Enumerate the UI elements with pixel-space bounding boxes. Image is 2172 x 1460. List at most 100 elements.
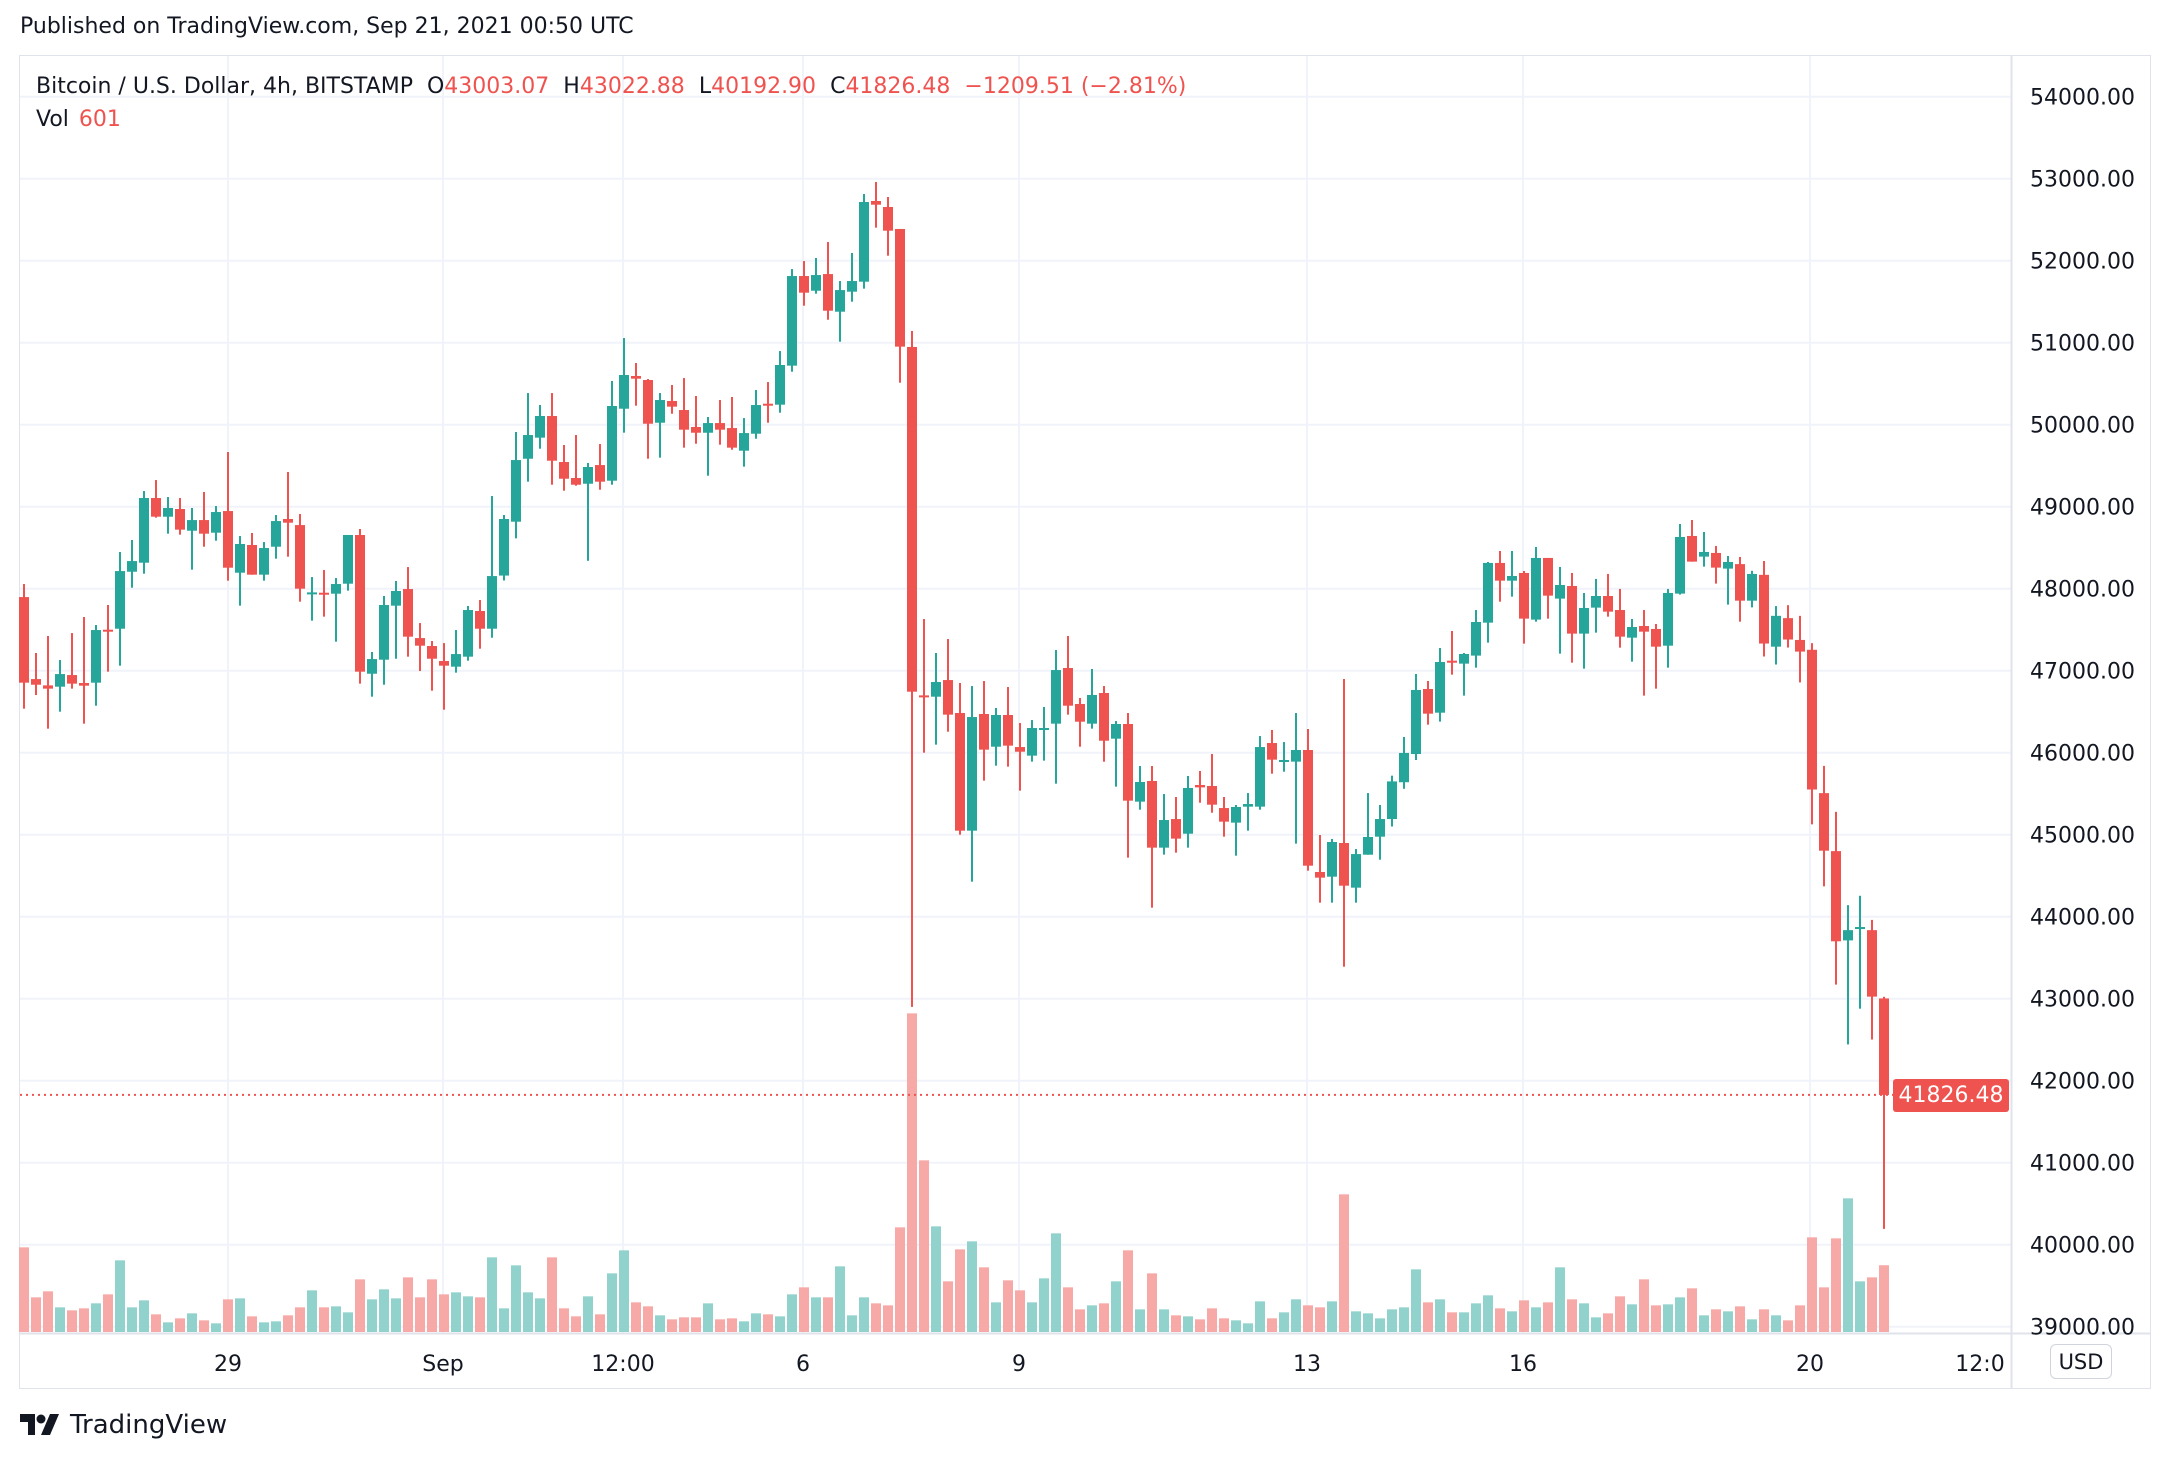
candle[interactable]	[1183, 775, 1193, 848]
candle[interactable]	[1591, 578, 1601, 633]
candle[interactable]	[1375, 805, 1385, 860]
candle[interactable]	[1279, 742, 1289, 772]
candle[interactable]	[1195, 770, 1205, 803]
candle[interactable]	[511, 431, 521, 539]
candle[interactable]	[1099, 686, 1109, 762]
candle[interactable]	[1747, 570, 1757, 608]
candle[interactable]	[475, 600, 485, 649]
candle[interactable]	[1015, 723, 1025, 791]
candle[interactable]	[847, 252, 857, 302]
candle[interactable]	[175, 498, 185, 535]
candle[interactable]	[727, 396, 737, 450]
candle[interactable]	[1219, 796, 1229, 837]
candle[interactable]	[595, 444, 605, 490]
candle[interactable]	[19, 584, 29, 709]
candle[interactable]	[1867, 919, 1877, 1040]
candle[interactable]	[1291, 713, 1301, 844]
candle[interactable]	[1135, 765, 1145, 810]
candle[interactable]	[247, 533, 257, 575]
candle[interactable]	[763, 382, 773, 423]
candle[interactable]	[907, 330, 917, 1007]
candle[interactable]	[139, 491, 149, 574]
candle[interactable]	[811, 257, 821, 294]
candle[interactable]	[1843, 905, 1853, 1045]
candle[interactable]	[739, 418, 749, 467]
candle[interactable]	[1519, 570, 1529, 644]
candle[interactable]	[1351, 849, 1361, 903]
candle[interactable]	[1471, 610, 1481, 668]
candle[interactable]	[1507, 550, 1517, 597]
candle[interactable]	[1675, 524, 1685, 595]
candle[interactable]	[331, 578, 341, 642]
candle[interactable]	[1423, 680, 1433, 725]
candle[interactable]	[607, 380, 617, 485]
candle[interactable]	[679, 378, 689, 448]
time-axis[interactable]: 29 Sep 12:00 6 9 13 16 20 12:0	[214, 1352, 2005, 1377]
candle[interactable]	[1207, 754, 1217, 813]
candle[interactable]	[151, 480, 161, 518]
candle[interactable]	[415, 623, 425, 672]
candle[interactable]	[667, 385, 677, 414]
candle[interactable]	[1855, 895, 1865, 1009]
candle[interactable]	[1075, 698, 1085, 747]
candle[interactable]	[1483, 561, 1493, 643]
candle[interactable]	[943, 639, 953, 732]
candle[interactable]	[691, 396, 701, 444]
candle[interactable]	[451, 630, 461, 673]
candle[interactable]	[1759, 560, 1769, 657]
candle[interactable]	[127, 539, 137, 588]
candle[interactable]	[79, 616, 89, 724]
candle[interactable]	[1315, 835, 1325, 903]
candle[interactable]	[187, 508, 197, 570]
candle[interactable]	[439, 643, 449, 710]
candle[interactable]	[655, 393, 665, 458]
candle[interactable]	[319, 570, 329, 617]
candle[interactable]	[1363, 793, 1373, 855]
candle[interactable]	[1819, 765, 1829, 887]
candle[interactable]	[259, 542, 269, 581]
candle[interactable]	[1171, 796, 1181, 853]
candle[interactable]	[199, 492, 209, 547]
candle[interactable]	[1603, 573, 1613, 617]
candle[interactable]	[1087, 668, 1097, 729]
candle[interactable]	[235, 536, 245, 606]
candle[interactable]	[1807, 643, 1817, 825]
candle[interactable]	[1447, 631, 1457, 675]
candle[interactable]	[55, 660, 65, 712]
candle[interactable]	[979, 681, 989, 781]
candle[interactable]	[1735, 556, 1745, 622]
candle[interactable]	[967, 686, 977, 882]
candle[interactable]	[487, 496, 497, 638]
candle[interactable]	[307, 577, 317, 621]
candle[interactable]	[1051, 650, 1061, 784]
price-axis[interactable]: 54000.00 53000.00 52000.00 51000.00 50000.00…	[2030, 86, 2135, 1341]
candle[interactable]	[559, 445, 569, 491]
candle[interactable]	[715, 400, 725, 445]
candle[interactable]	[1543, 557, 1553, 619]
candle[interactable]	[391, 580, 401, 659]
candle[interactable]	[283, 472, 293, 557]
candle[interactable]	[67, 633, 77, 689]
candle[interactable]	[859, 194, 869, 289]
candle[interactable]	[499, 514, 509, 581]
candle[interactable]	[631, 363, 641, 406]
candle[interactable]	[1159, 794, 1169, 855]
candle[interactable]	[1231, 805, 1241, 856]
candle[interactable]	[1687, 519, 1697, 562]
candle[interactable]	[1639, 610, 1649, 696]
candle[interactable]	[1147, 765, 1157, 908]
candle[interactable]	[427, 641, 437, 691]
tradingview-brand[interactable]: TradingView	[70, 1410, 228, 1440]
candle[interactable]	[1399, 736, 1409, 789]
candle[interactable]	[1783, 605, 1793, 648]
candle[interactable]	[1327, 838, 1337, 903]
candle[interactable]	[223, 452, 233, 581]
candle[interactable]	[1627, 618, 1637, 662]
candle[interactable]	[403, 567, 413, 657]
candle[interactable]	[991, 708, 1001, 766]
candle[interactable]	[115, 552, 125, 666]
tradingview-logo-icon[interactable]	[20, 1414, 60, 1436]
candle[interactable]	[547, 393, 557, 485]
candle[interactable]	[91, 625, 101, 706]
